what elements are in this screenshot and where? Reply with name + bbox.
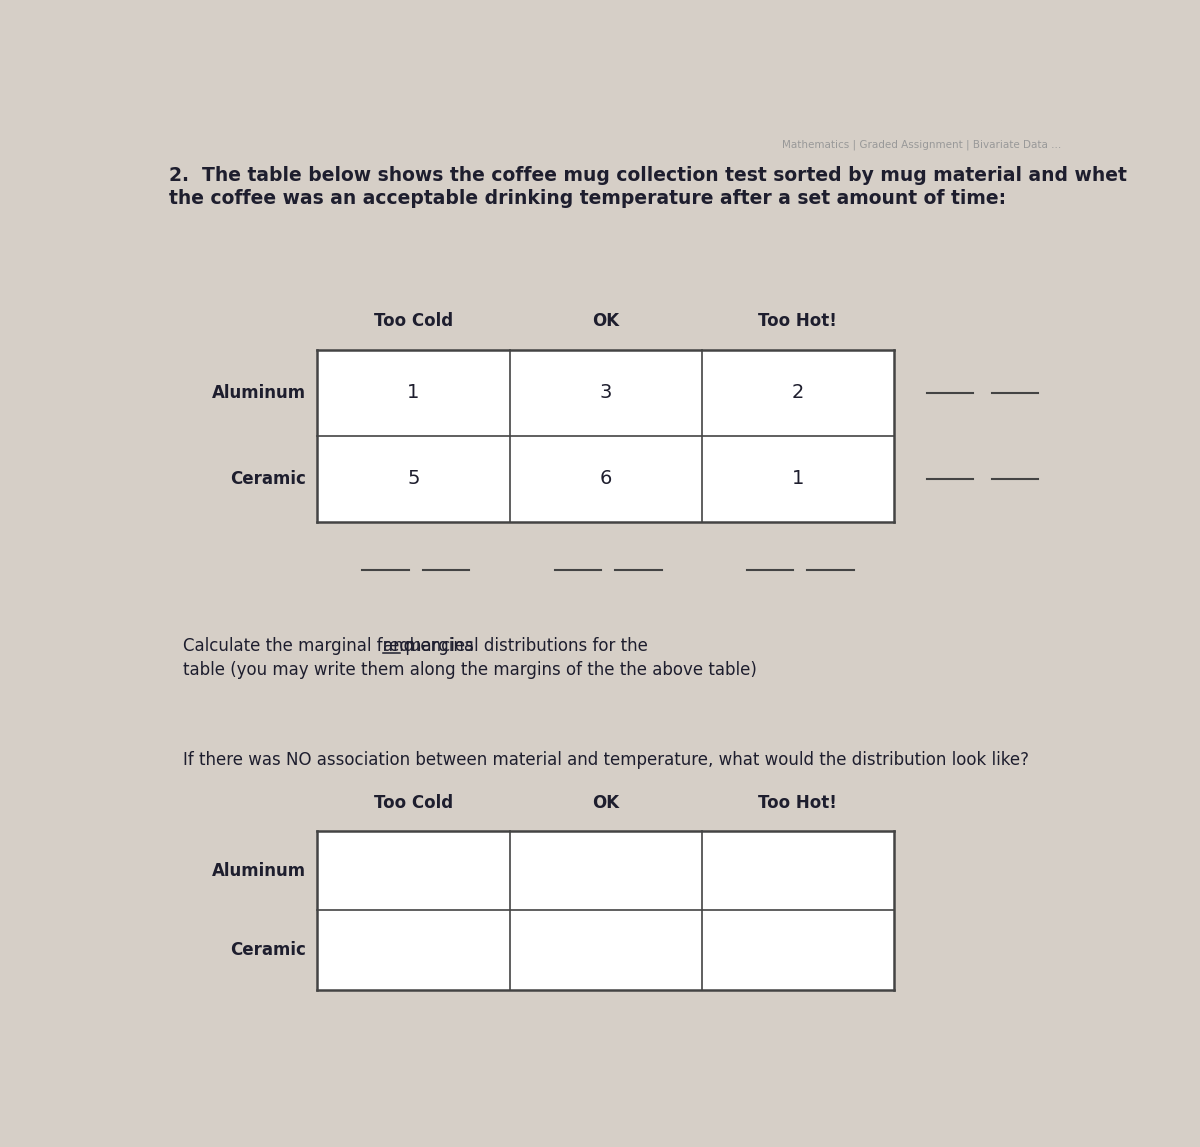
Text: Ceramic: Ceramic bbox=[230, 942, 306, 959]
Text: Too Cold: Too Cold bbox=[374, 794, 454, 812]
Text: 1: 1 bbox=[792, 469, 804, 489]
Text: 2: 2 bbox=[792, 383, 804, 403]
Text: 3: 3 bbox=[600, 383, 612, 403]
Text: 1: 1 bbox=[407, 383, 420, 403]
Text: table (you may write them along the margins of the the above table): table (you may write them along the marg… bbox=[182, 662, 756, 679]
Text: 2.  The table below shows the coffee mug collection test sorted by mug material : 2. The table below shows the coffee mug … bbox=[168, 166, 1127, 185]
Text: 5: 5 bbox=[407, 469, 420, 489]
Text: Mathematics | Graded Assignment | Bivariate Data ...: Mathematics | Graded Assignment | Bivari… bbox=[782, 140, 1062, 150]
Text: Too Hot!: Too Hot! bbox=[758, 794, 838, 812]
Text: If there was NO association between material and temperature, what would the dis: If there was NO association between mate… bbox=[182, 751, 1028, 770]
Text: and: and bbox=[383, 637, 414, 655]
Text: Calculate the marginal frequencies: Calculate the marginal frequencies bbox=[182, 637, 479, 655]
Text: 6: 6 bbox=[600, 469, 612, 489]
Text: Too Cold: Too Cold bbox=[374, 312, 454, 330]
Text: Ceramic: Ceramic bbox=[230, 470, 306, 487]
Text: OK: OK bbox=[592, 794, 619, 812]
Text: OK: OK bbox=[592, 312, 619, 330]
Bar bbox=[317, 830, 894, 990]
Text: the coffee was an acceptable drinking temperature after a set amount of time:: the coffee was an acceptable drinking te… bbox=[168, 189, 1006, 208]
Bar bbox=[317, 350, 894, 522]
Text: marginal distributions for the: marginal distributions for the bbox=[400, 637, 648, 655]
Text: Aluminum: Aluminum bbox=[212, 861, 306, 880]
Text: Too Hot!: Too Hot! bbox=[758, 312, 838, 330]
Text: Aluminum: Aluminum bbox=[212, 383, 306, 401]
